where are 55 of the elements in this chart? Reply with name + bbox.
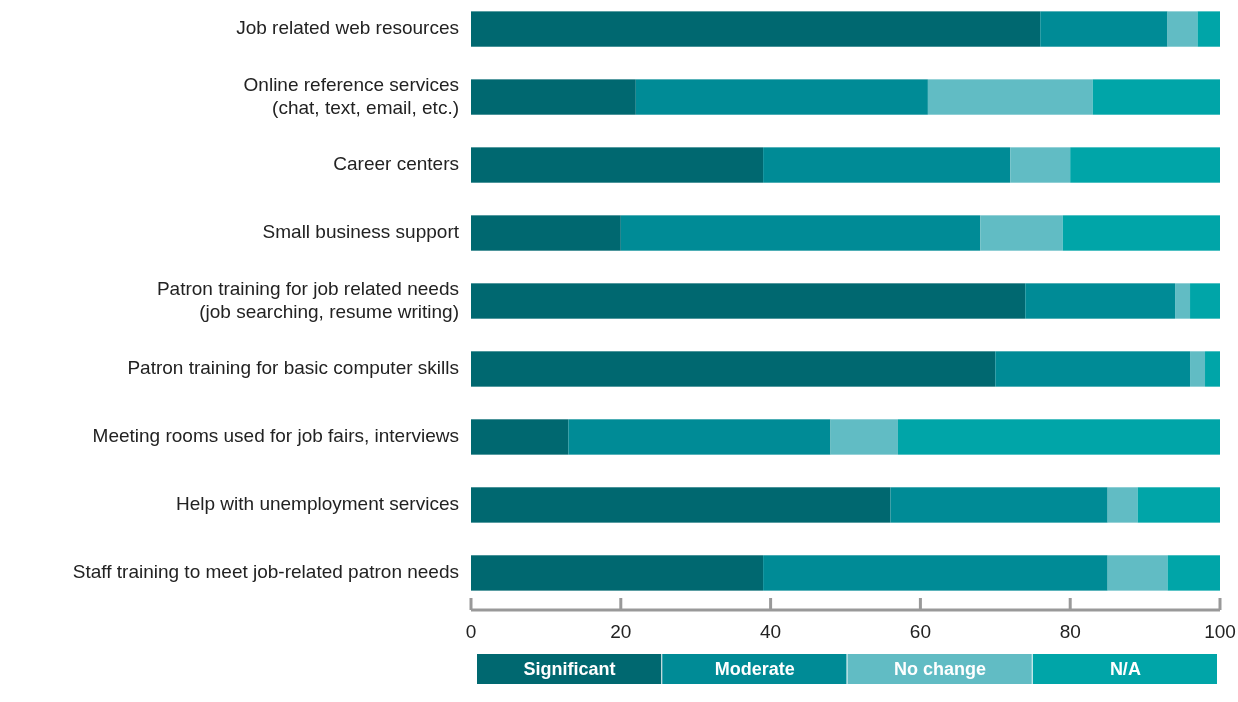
y-tick-label: Patron training for job related needs (job searching, resume writing) xyxy=(156,278,459,323)
text: Significant xyxy=(523,659,616,679)
y-tick-label: Meeting rooms used for job fairs, interviews xyxy=(92,425,459,446)
x-tick-label: 100 xyxy=(1204,621,1236,642)
bar xyxy=(471,555,764,591)
bar xyxy=(763,147,1011,183)
bar xyxy=(471,11,1041,47)
bar xyxy=(890,487,1108,523)
bar xyxy=(471,487,891,523)
y-tick-label: Help with unemployment services xyxy=(175,492,459,514)
bar xyxy=(897,419,1220,455)
bar xyxy=(471,215,621,251)
bar xyxy=(995,351,1191,387)
bar xyxy=(1107,487,1138,523)
bar xyxy=(927,79,1093,115)
text: No change xyxy=(894,659,987,679)
bar xyxy=(1167,555,1220,591)
x-tick-label: 80 xyxy=(1059,621,1081,642)
bar xyxy=(830,419,898,455)
y-tick-label: Staff training to meet job-related patron needs xyxy=(72,560,459,582)
bar xyxy=(1107,555,1168,591)
y-tick-label: Career centers xyxy=(333,153,459,175)
bar xyxy=(568,419,831,455)
x-tick-label: 20 xyxy=(610,621,632,642)
bar xyxy=(1092,79,1220,115)
bar xyxy=(471,147,764,183)
y-tick-label: Online reference services (chat, text, email, etc.) xyxy=(243,74,459,119)
bar xyxy=(1025,283,1176,319)
bar xyxy=(1205,351,1220,387)
bar xyxy=(620,215,981,251)
y-tick-label: Small business support xyxy=(262,221,460,243)
y-tick-label: Patron training for basic computer skills xyxy=(127,357,459,379)
bar xyxy=(1175,283,1191,319)
bar xyxy=(471,419,569,455)
bar xyxy=(1190,351,1206,387)
bar xyxy=(471,79,636,115)
y-tick-label: Job related web resources xyxy=(236,17,459,39)
bar xyxy=(1040,11,1168,47)
bar xyxy=(1167,11,1198,47)
bar xyxy=(1137,487,1220,523)
bar xyxy=(1010,147,1071,183)
bar xyxy=(1190,283,1220,319)
x-tick-label: 0 xyxy=(465,621,477,642)
text: N/A xyxy=(1109,659,1141,679)
bar xyxy=(635,79,928,115)
bar xyxy=(1070,147,1220,183)
bar xyxy=(471,351,996,387)
bar xyxy=(763,555,1108,591)
bar xyxy=(1197,11,1220,47)
x-tick-label: 40 xyxy=(760,621,782,642)
bar xyxy=(1062,215,1220,251)
bar xyxy=(980,215,1063,251)
text: Moderate xyxy=(714,659,795,679)
bar xyxy=(471,283,1026,319)
x-tick-label: 60 xyxy=(909,621,931,642)
